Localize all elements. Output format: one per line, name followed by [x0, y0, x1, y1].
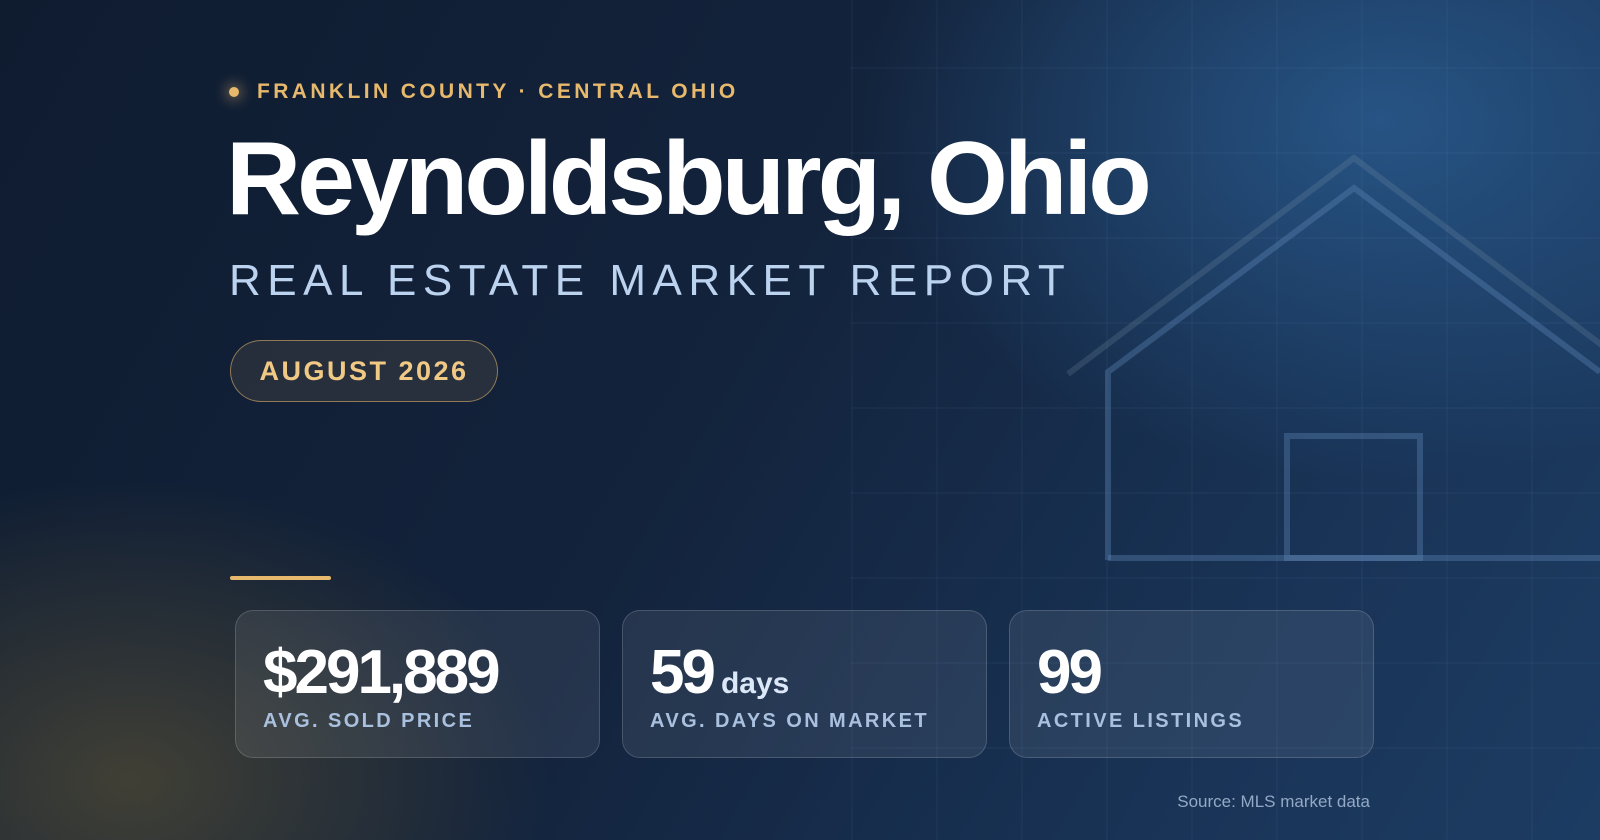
- stat-unit: days: [720, 667, 790, 700]
- eyebrow-dot: [229, 87, 239, 97]
- stat-value: 59 days: [650, 637, 789, 708]
- source: Source: MLS market data: [1177, 792, 1370, 811]
- house-outline: [1066, 154, 1600, 561]
- grid: [850, 0, 1600, 840]
- subtitle: REAL ESTATE MARKET REPORT: [229, 256, 1072, 305]
- stat-card: 99 ACTIVE LISTINGS: [1009, 610, 1374, 758]
- stat-label: AVG. DAYS ON MARKET: [650, 710, 929, 732]
- stat-card: 59 days AVG. DAYS ON MARKET: [622, 610, 987, 758]
- stat-number: 99: [1037, 638, 1103, 707]
- title: Reynoldsburg, Ohio: [226, 121, 1152, 237]
- eyebrow: FRANKLIN COUNTY · CENTRAL OHIO: [257, 80, 739, 103]
- stat-number: $291,889: [263, 638, 501, 707]
- stat-value: 99: [1037, 637, 1103, 708]
- stat-value: $291,889: [263, 637, 501, 708]
- accent-rule: [230, 576, 331, 580]
- date-badge: AUGUST 2026: [230, 340, 498, 402]
- stat-number: 59: [650, 638, 716, 707]
- stat-label: ACTIVE LISTINGS: [1037, 710, 1245, 732]
- stat-card: $291,889 AVG. SOLD PRICE: [235, 610, 600, 758]
- stat-label: AVG. SOLD PRICE: [263, 710, 475, 732]
